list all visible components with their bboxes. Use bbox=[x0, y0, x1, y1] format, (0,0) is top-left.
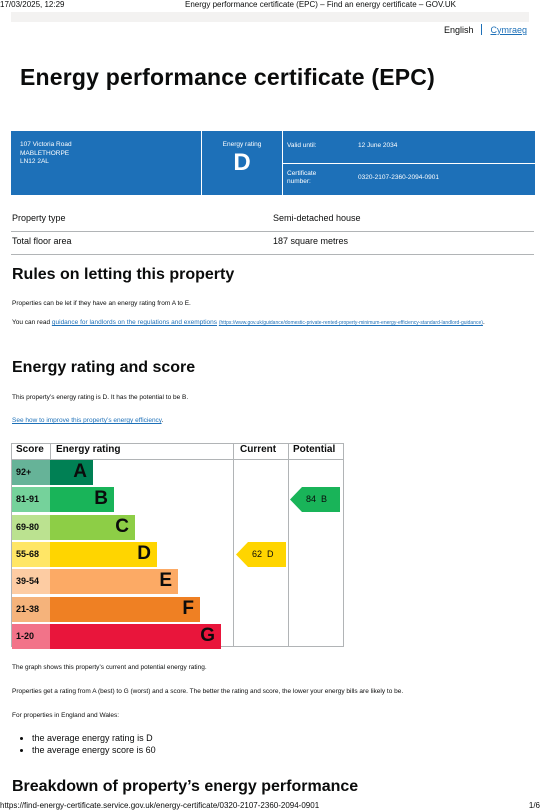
rating-paragraph: This property’s energy rating is D. It h… bbox=[12, 394, 189, 401]
header-divider bbox=[50, 444, 51, 459]
improve-link-line: See how to improve this property’s energ… bbox=[12, 417, 163, 426]
band-score-range: 39-54 bbox=[12, 569, 50, 595]
summary-row-floor-area: Total floor area 187 square metres bbox=[11, 231, 534, 255]
certificate-number-row: Certificate number: 0320-2107-2360-2094-… bbox=[283, 163, 535, 195]
breakdown-heading: Breakdown of property’s energy performan… bbox=[12, 778, 359, 795]
band-bar: A bbox=[50, 460, 93, 485]
summary-key: Property type bbox=[12, 213, 66, 223]
improve-link-end: . bbox=[161, 417, 164, 424]
summary-row-property-type: Property type Semi-detached house bbox=[11, 208, 534, 232]
band-score-range: 55-68 bbox=[12, 541, 50, 567]
energy-rating-box: Energy rating D bbox=[201, 131, 283, 195]
footer-url: https://find-energy-certificate.service.… bbox=[0, 801, 320, 810]
improve-efficiency-link[interactable]: See how to improve this property’s energ… bbox=[12, 417, 162, 424]
average-score: the average energy score is 60 bbox=[32, 744, 156, 756]
band-score-range: 21-38 bbox=[12, 596, 50, 622]
graph-explanation: The graph shows this property’s current … bbox=[12, 664, 207, 671]
language-switcher: English Cymraeg bbox=[444, 24, 527, 35]
band-letter: A bbox=[73, 461, 87, 482]
valid-until-label: Valid until: bbox=[287, 142, 317, 149]
average-rating: the average energy rating is D bbox=[32, 732, 156, 744]
certificate-details: Valid until: 12 June 2034 Certificate nu… bbox=[283, 131, 535, 195]
band-bar: B bbox=[50, 487, 114, 513]
epc-summary: 107 Victoria Road MABLETHORPE LN12 2AL E… bbox=[11, 131, 535, 195]
page-title: Energy performance certificate (EPC) bbox=[20, 64, 435, 90]
potential-column-divider bbox=[288, 444, 289, 646]
landlord-guidance-url[interactable]: (https://www.gov.uk/guidance/domestic-pr… bbox=[218, 320, 483, 326]
letting-heading: Rules on letting this property bbox=[12, 266, 235, 283]
certificate-number-label: Certificate number: bbox=[287, 170, 317, 185]
rating-explanation: Properties get a rating from A (best) to… bbox=[12, 688, 404, 695]
band-letter: G bbox=[200, 624, 215, 646]
energy-rating-label: Energy rating bbox=[222, 141, 262, 148]
print-datetime: 17/03/2025, 12:29 bbox=[0, 0, 65, 9]
letting-paragraph-1: Properties can be let if they have an en… bbox=[12, 300, 191, 307]
potential-rating-arrow-label: 84 B bbox=[306, 494, 328, 505]
energy-rating-value: D bbox=[233, 149, 251, 176]
summary-value: 187 square metres bbox=[273, 236, 349, 246]
band-bar: D bbox=[50, 541, 157, 567]
band-letter: D bbox=[137, 542, 151, 564]
band-score-range: 69-80 bbox=[12, 514, 50, 540]
potential-rating-arrow-polygon bbox=[290, 487, 340, 513]
current-rating-arrow-label: 62 D bbox=[252, 548, 274, 559]
current-rating-arrow: 62 D bbox=[236, 541, 286, 567]
language-welsh-link[interactable]: Cymraeg bbox=[490, 25, 527, 35]
header-current: Current bbox=[240, 444, 277, 455]
print-header: 17/03/2025, 12:29 Energy performance cer… bbox=[0, 0, 546, 12]
address-line-3: LN12 2AL bbox=[20, 158, 49, 165]
summary-value: Semi-detached house bbox=[273, 213, 361, 223]
address-line-2: MABLETHORPE bbox=[20, 149, 70, 157]
potential-rating-arrow: 84 B bbox=[290, 487, 340, 513]
certificate-number-value: 0320-2107-2360-2094-0901 bbox=[358, 174, 439, 181]
band-score-range: 1-20 bbox=[12, 623, 50, 649]
header-potential: Potential bbox=[293, 444, 336, 455]
valid-until-row: Valid until: 12 June 2034 bbox=[283, 131, 535, 163]
band-score-range: 81-91 bbox=[12, 487, 50, 513]
england-wales-intro: For properties in England and Wales: bbox=[12, 712, 120, 719]
header-score: Score bbox=[16, 444, 44, 455]
header-energy-rating: Energy rating bbox=[56, 444, 121, 455]
energy-rating-chart: Score Energy rating Current Potential 92… bbox=[11, 443, 344, 649]
valid-until-value: 12 June 2034 bbox=[358, 142, 398, 149]
address-line-1: 107 Victoria Road bbox=[20, 141, 72, 148]
language-english: English bbox=[443, 25, 474, 35]
header-band bbox=[11, 12, 529, 22]
potential-rating-arrow-shape bbox=[290, 487, 340, 513]
current-rating-arrow-polygon bbox=[236, 541, 286, 567]
print-title: Energy performance certificate (EPC) – F… bbox=[185, 0, 456, 9]
band-bar: F bbox=[50, 596, 200, 622]
current-rating-arrow-shape bbox=[236, 541, 286, 567]
band-letter: B bbox=[94, 488, 108, 510]
band-bar: C bbox=[50, 514, 135, 540]
rating-heading: Energy rating and score bbox=[12, 359, 196, 376]
band-letter: E bbox=[159, 570, 172, 592]
landlord-guidance-link[interactable]: guidance for landlords on the regulation… bbox=[51, 319, 218, 326]
header-rule bbox=[12, 459, 343, 460]
property-address: 107 Victoria Road MABLETHORPE LN12 2AL bbox=[11, 131, 201, 195]
band-bar: E bbox=[50, 569, 178, 595]
letting-text-end: . bbox=[482, 319, 485, 326]
band-letter: F bbox=[182, 597, 194, 619]
average-list: the average energy rating is D the avera… bbox=[20, 732, 156, 756]
band-bar: G bbox=[50, 623, 221, 649]
current-column-divider bbox=[233, 444, 234, 646]
summary-key: Total floor area bbox=[12, 236, 72, 246]
letting-text: You can read bbox=[12, 319, 52, 326]
letting-paragraph-2: You can read guidance for landlords on t… bbox=[12, 319, 522, 328]
language-divider bbox=[481, 24, 483, 35]
band-score-range: 92+ bbox=[12, 460, 50, 485]
footer-page-number: 1/6 bbox=[528, 801, 540, 810]
band-letter: C bbox=[115, 515, 129, 537]
